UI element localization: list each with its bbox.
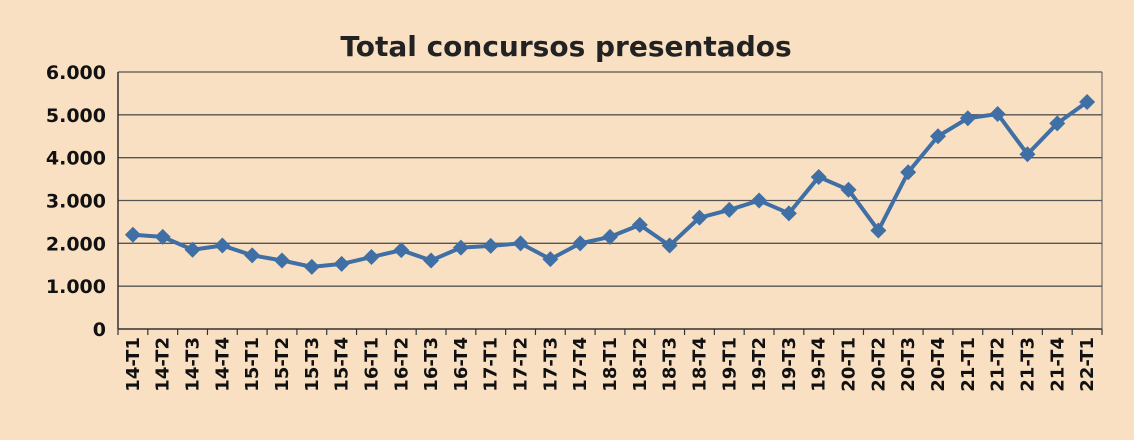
data-point [989, 105, 1006, 122]
data-point [124, 226, 141, 243]
gridlines [118, 71, 1102, 287]
x-tick-label: 15-T1 [242, 337, 263, 392]
data-point [930, 128, 946, 145]
data-point [184, 241, 201, 258]
x-tick-label: 21-T3 [1017, 337, 1038, 392]
data-point [214, 237, 231, 254]
data-point [661, 237, 678, 254]
x-tick-label: 15-T3 [302, 337, 323, 392]
data-point [423, 252, 440, 269]
data-point [274, 252, 290, 269]
x-tick-label: 14-T2 [153, 337, 174, 392]
data-point [572, 235, 589, 252]
data-point [900, 164, 917, 181]
x-tick-label: 17-T1 [481, 337, 502, 392]
data-point [154, 228, 171, 245]
y-tick-label: 0 [93, 319, 106, 341]
x-tick-label: 18-T1 [600, 337, 621, 392]
x-tick-label: 18-T3 [660, 337, 681, 392]
data-point [244, 247, 261, 264]
data-point [959, 110, 976, 127]
data-point [1019, 146, 1036, 163]
chart-title: Total concursos presentados [340, 30, 791, 63]
x-tick-label: 15-T2 [272, 337, 293, 392]
data-point [333, 255, 350, 272]
x-tick-label: 17-T3 [540, 337, 561, 392]
x-tick-label: 19-T2 [749, 337, 770, 392]
x-tick-label: 15-T4 [332, 337, 353, 392]
data-point [482, 237, 499, 254]
data-point [363, 249, 380, 266]
y-tick-label: 1.000 [46, 276, 106, 298]
x-tick-label: 20-T4 [928, 337, 949, 392]
x-tick-label: 20-T2 [868, 337, 889, 392]
data-point [542, 251, 559, 268]
x-tick-label: 22-T1 [1077, 337, 1098, 392]
data-point [780, 205, 797, 222]
data-point [452, 239, 469, 256]
y-tick-label: 3.000 [46, 191, 106, 213]
x-tick-label: 17-T2 [511, 337, 532, 392]
x-tick-label: 19-T1 [719, 337, 740, 392]
y-tick-label: 2.000 [46, 233, 106, 255]
x-tick-label: 20-T3 [898, 337, 919, 392]
x-tick-label: 16-T1 [361, 337, 382, 392]
x-tick-label: 21-T4 [1047, 337, 1068, 392]
y-axis-ticks: 0 1.000 2.000 3.000 4.000 5.000 6.000 [46, 62, 106, 341]
data-point [303, 258, 320, 275]
x-tick-label: 16-T3 [421, 337, 442, 392]
x-axis-ticks: 14-T1 14-T2 14-T3 14-T4 15-T1 15-T2 15-T3 15-T4… [123, 337, 1098, 392]
data-point [840, 181, 857, 198]
x-tick-label: 14-T3 [183, 337, 204, 392]
x-tick-label: 21-T2 [988, 337, 1009, 392]
x-tick-label: 19-T4 [809, 337, 830, 392]
data-point [1079, 93, 1096, 110]
data-point [691, 209, 708, 226]
x-tick-label: 18-T4 [689, 337, 710, 392]
x-tick-label: 21-T1 [958, 337, 979, 392]
data-point [751, 192, 768, 209]
data-point [810, 168, 827, 185]
x-tick-label: 20-T1 [839, 337, 860, 392]
x-tick-label: 17-T4 [570, 337, 591, 392]
y-tick-label: 5.000 [46, 105, 106, 127]
y-tick-label: 4.000 [46, 148, 106, 170]
axes [117, 72, 1103, 335]
x-tick-label: 16-T2 [391, 337, 412, 392]
data-point [631, 216, 648, 233]
x-tick-label: 16-T4 [451, 337, 472, 392]
series-group [124, 93, 1096, 275]
data-point [1049, 115, 1066, 132]
x-tick-label: 14-T1 [123, 337, 144, 392]
data-point [721, 201, 738, 218]
x-tick-label: 19-T3 [779, 337, 800, 392]
data-point [870, 222, 887, 239]
x-tick-label: 18-T2 [630, 337, 651, 392]
data-point [602, 228, 618, 245]
data-point [512, 235, 529, 252]
x-tick-label: 14-T4 [212, 337, 233, 392]
y-tick-label: 6.000 [46, 62, 106, 84]
data-point [393, 242, 410, 259]
